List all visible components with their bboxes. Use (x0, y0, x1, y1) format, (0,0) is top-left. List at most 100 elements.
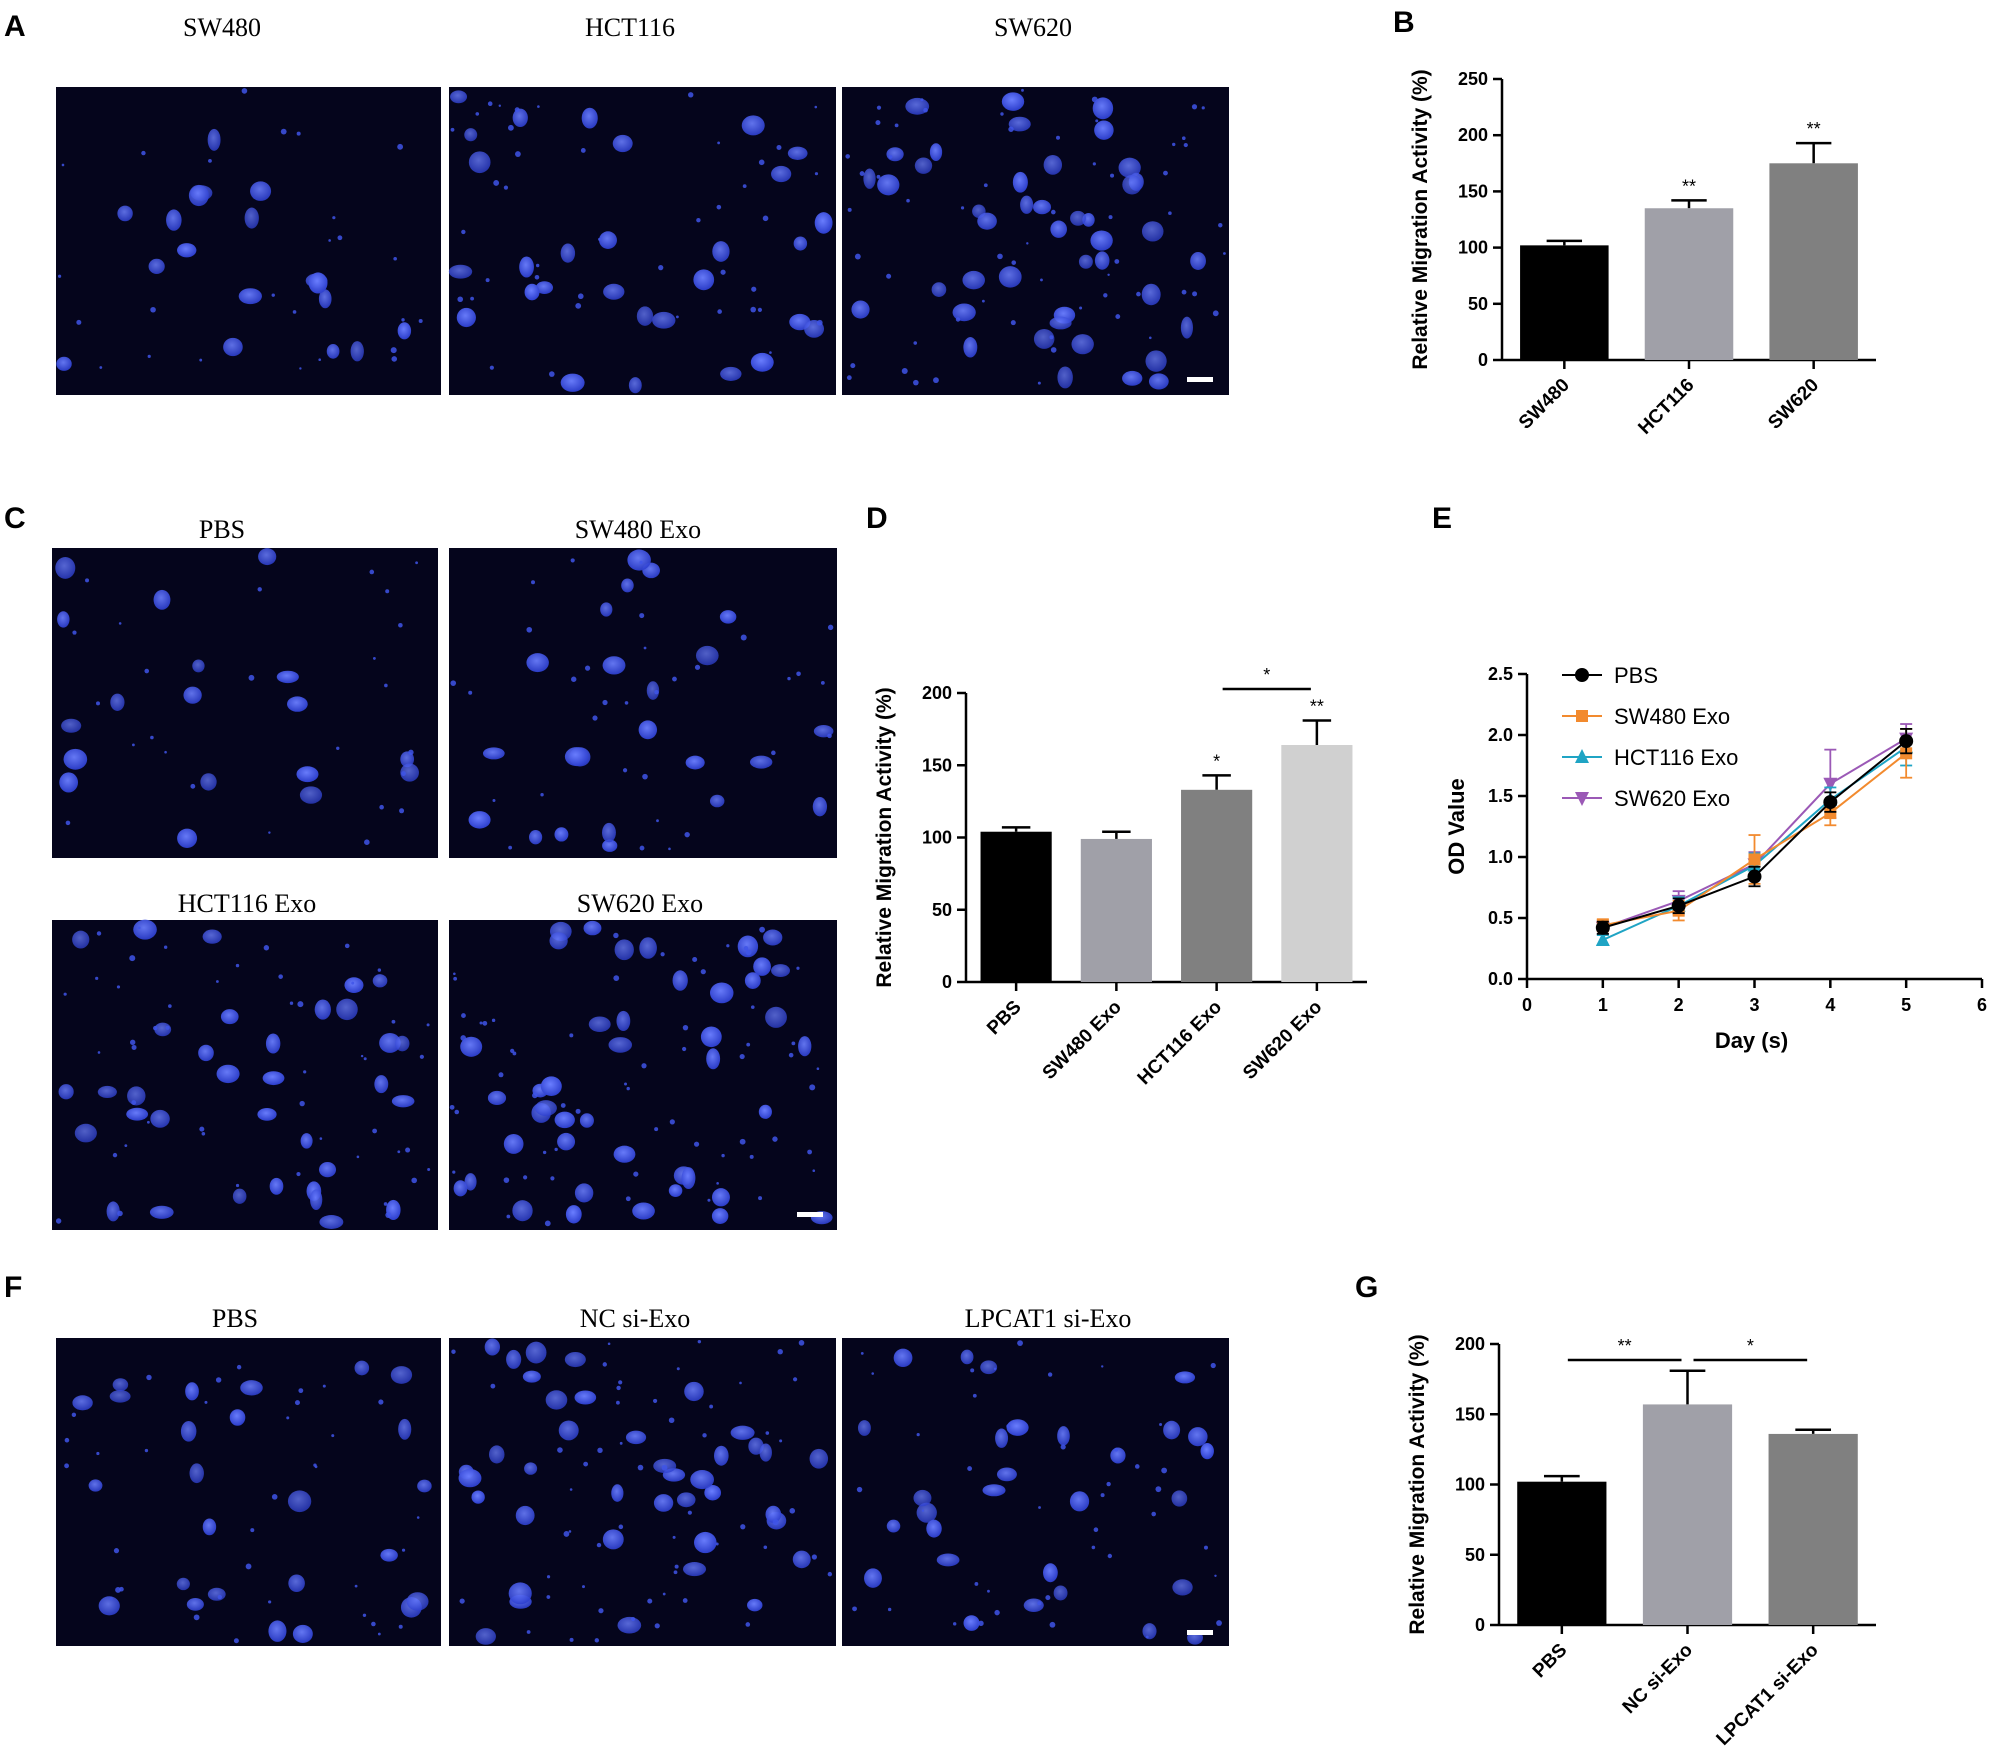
pore-dot (1049, 1621, 1056, 1628)
cell-nucleus (963, 1615, 980, 1631)
pore-dot (787, 676, 791, 681)
micrograph-sw620-exo (449, 920, 837, 1230)
pore-dot (204, 1400, 208, 1404)
cell-nucleus (150, 1109, 170, 1128)
pore-dot (411, 1177, 417, 1184)
cell-nucleus (149, 1205, 174, 1219)
pore-dot (592, 715, 598, 721)
pore-dot (532, 1092, 538, 1099)
pore-dot (61, 163, 65, 167)
cell-nucleus (63, 748, 88, 770)
pore-dot (1223, 252, 1226, 255)
legend-label: HCT116 Exo (1614, 745, 1738, 770)
x-tick-label: 3 (1749, 995, 1759, 1015)
marker-circle (1747, 869, 1762, 884)
cell-nucleus (719, 610, 737, 624)
pore-dot (1093, 1527, 1099, 1533)
pore-dot (850, 363, 856, 369)
pore-dot (461, 1013, 466, 1018)
pore-dot (550, 1176, 555, 1181)
pore-dot (1050, 347, 1057, 353)
panel-label-f: F (4, 1271, 22, 1304)
pore-dot (661, 1464, 668, 1471)
pore-dot (487, 101, 493, 107)
pore-dot (625, 1196, 631, 1202)
pore-dot (416, 1516, 420, 1519)
cell-nucleus (185, 1382, 199, 1401)
pore-dot (682, 1598, 688, 1603)
micrograph-background (56, 87, 441, 395)
pore-dot (482, 1020, 488, 1026)
cell-nucleus (354, 1360, 370, 1376)
cell-nucleus (720, 366, 742, 381)
pore-dot (263, 945, 270, 951)
pore-dot (1155, 1486, 1162, 1493)
cell-nucleus (549, 932, 568, 950)
bar (1642, 1404, 1733, 1625)
bracket-label: * (1263, 665, 1270, 685)
pore-dot (871, 1372, 875, 1375)
cell-nucleus (681, 1167, 696, 1190)
pore-dot (118, 622, 122, 625)
pore-dot (475, 112, 480, 116)
bar (1644, 208, 1734, 360)
cell-nucleus (952, 303, 976, 322)
cell-nucleus (1092, 97, 1114, 120)
pore-dot (384, 683, 388, 688)
cell-nucleus (652, 311, 676, 329)
cell-nucleus (244, 207, 259, 229)
pore-dot (457, 296, 464, 303)
cell-nucleus (1094, 251, 1110, 270)
cell-nucleus (458, 1468, 482, 1488)
pore-dot (131, 1044, 137, 1050)
cell-nucleus (857, 1420, 871, 1436)
cell-nucleus (581, 107, 598, 129)
cell-nucleus (996, 1467, 1017, 1482)
cell-nucleus (625, 1430, 647, 1445)
cell-nucleus (526, 653, 549, 673)
cell-nucleus (258, 548, 277, 566)
cell-nucleus (565, 1205, 582, 1224)
pore-dot (97, 1051, 101, 1054)
pore-dot (468, 690, 473, 695)
cell-nucleus (380, 1548, 398, 1562)
cell-nucleus (706, 1048, 721, 1070)
pore-dot (575, 1108, 581, 1114)
pore-dot (498, 1072, 504, 1078)
bar (1080, 838, 1152, 982)
bar (1769, 163, 1858, 360)
pore-dot (716, 1182, 719, 1185)
pore-dot (580, 148, 586, 153)
cell-nucleus (599, 231, 617, 249)
x-tick-label: 0 (1522, 995, 1532, 1015)
pore-dot (739, 1138, 746, 1145)
pore-dot (489, 365, 494, 370)
pore-dot (759, 926, 766, 933)
pore-dot (763, 1545, 768, 1550)
pore-dot (526, 626, 533, 633)
pore-dot (257, 587, 262, 592)
pore-dot (401, 318, 405, 322)
pore-dot (639, 613, 645, 619)
pore-dot (688, 92, 694, 98)
marker-circle (1671, 898, 1686, 913)
pore-dot (450, 680, 457, 686)
pore-dot (199, 1126, 205, 1132)
significance-label: ** (1682, 176, 1696, 196)
pore-dot (391, 1019, 396, 1024)
cell-nucleus (522, 1370, 541, 1383)
pore-dot (827, 1571, 833, 1577)
pore-dot (1095, 119, 1099, 123)
pore-dot (757, 307, 763, 312)
pore-dot (146, 1374, 152, 1381)
cell-nucleus (468, 151, 491, 174)
pore-dot (449, 1104, 455, 1110)
cell-nucleus (417, 1479, 432, 1493)
pore-dot (658, 265, 664, 271)
bracket-label: * (1747, 1336, 1754, 1356)
cell-nucleus (694, 1531, 717, 1554)
cell-nucleus (468, 811, 491, 829)
cell-nucleus (450, 90, 468, 104)
pore-dot (96, 931, 102, 936)
